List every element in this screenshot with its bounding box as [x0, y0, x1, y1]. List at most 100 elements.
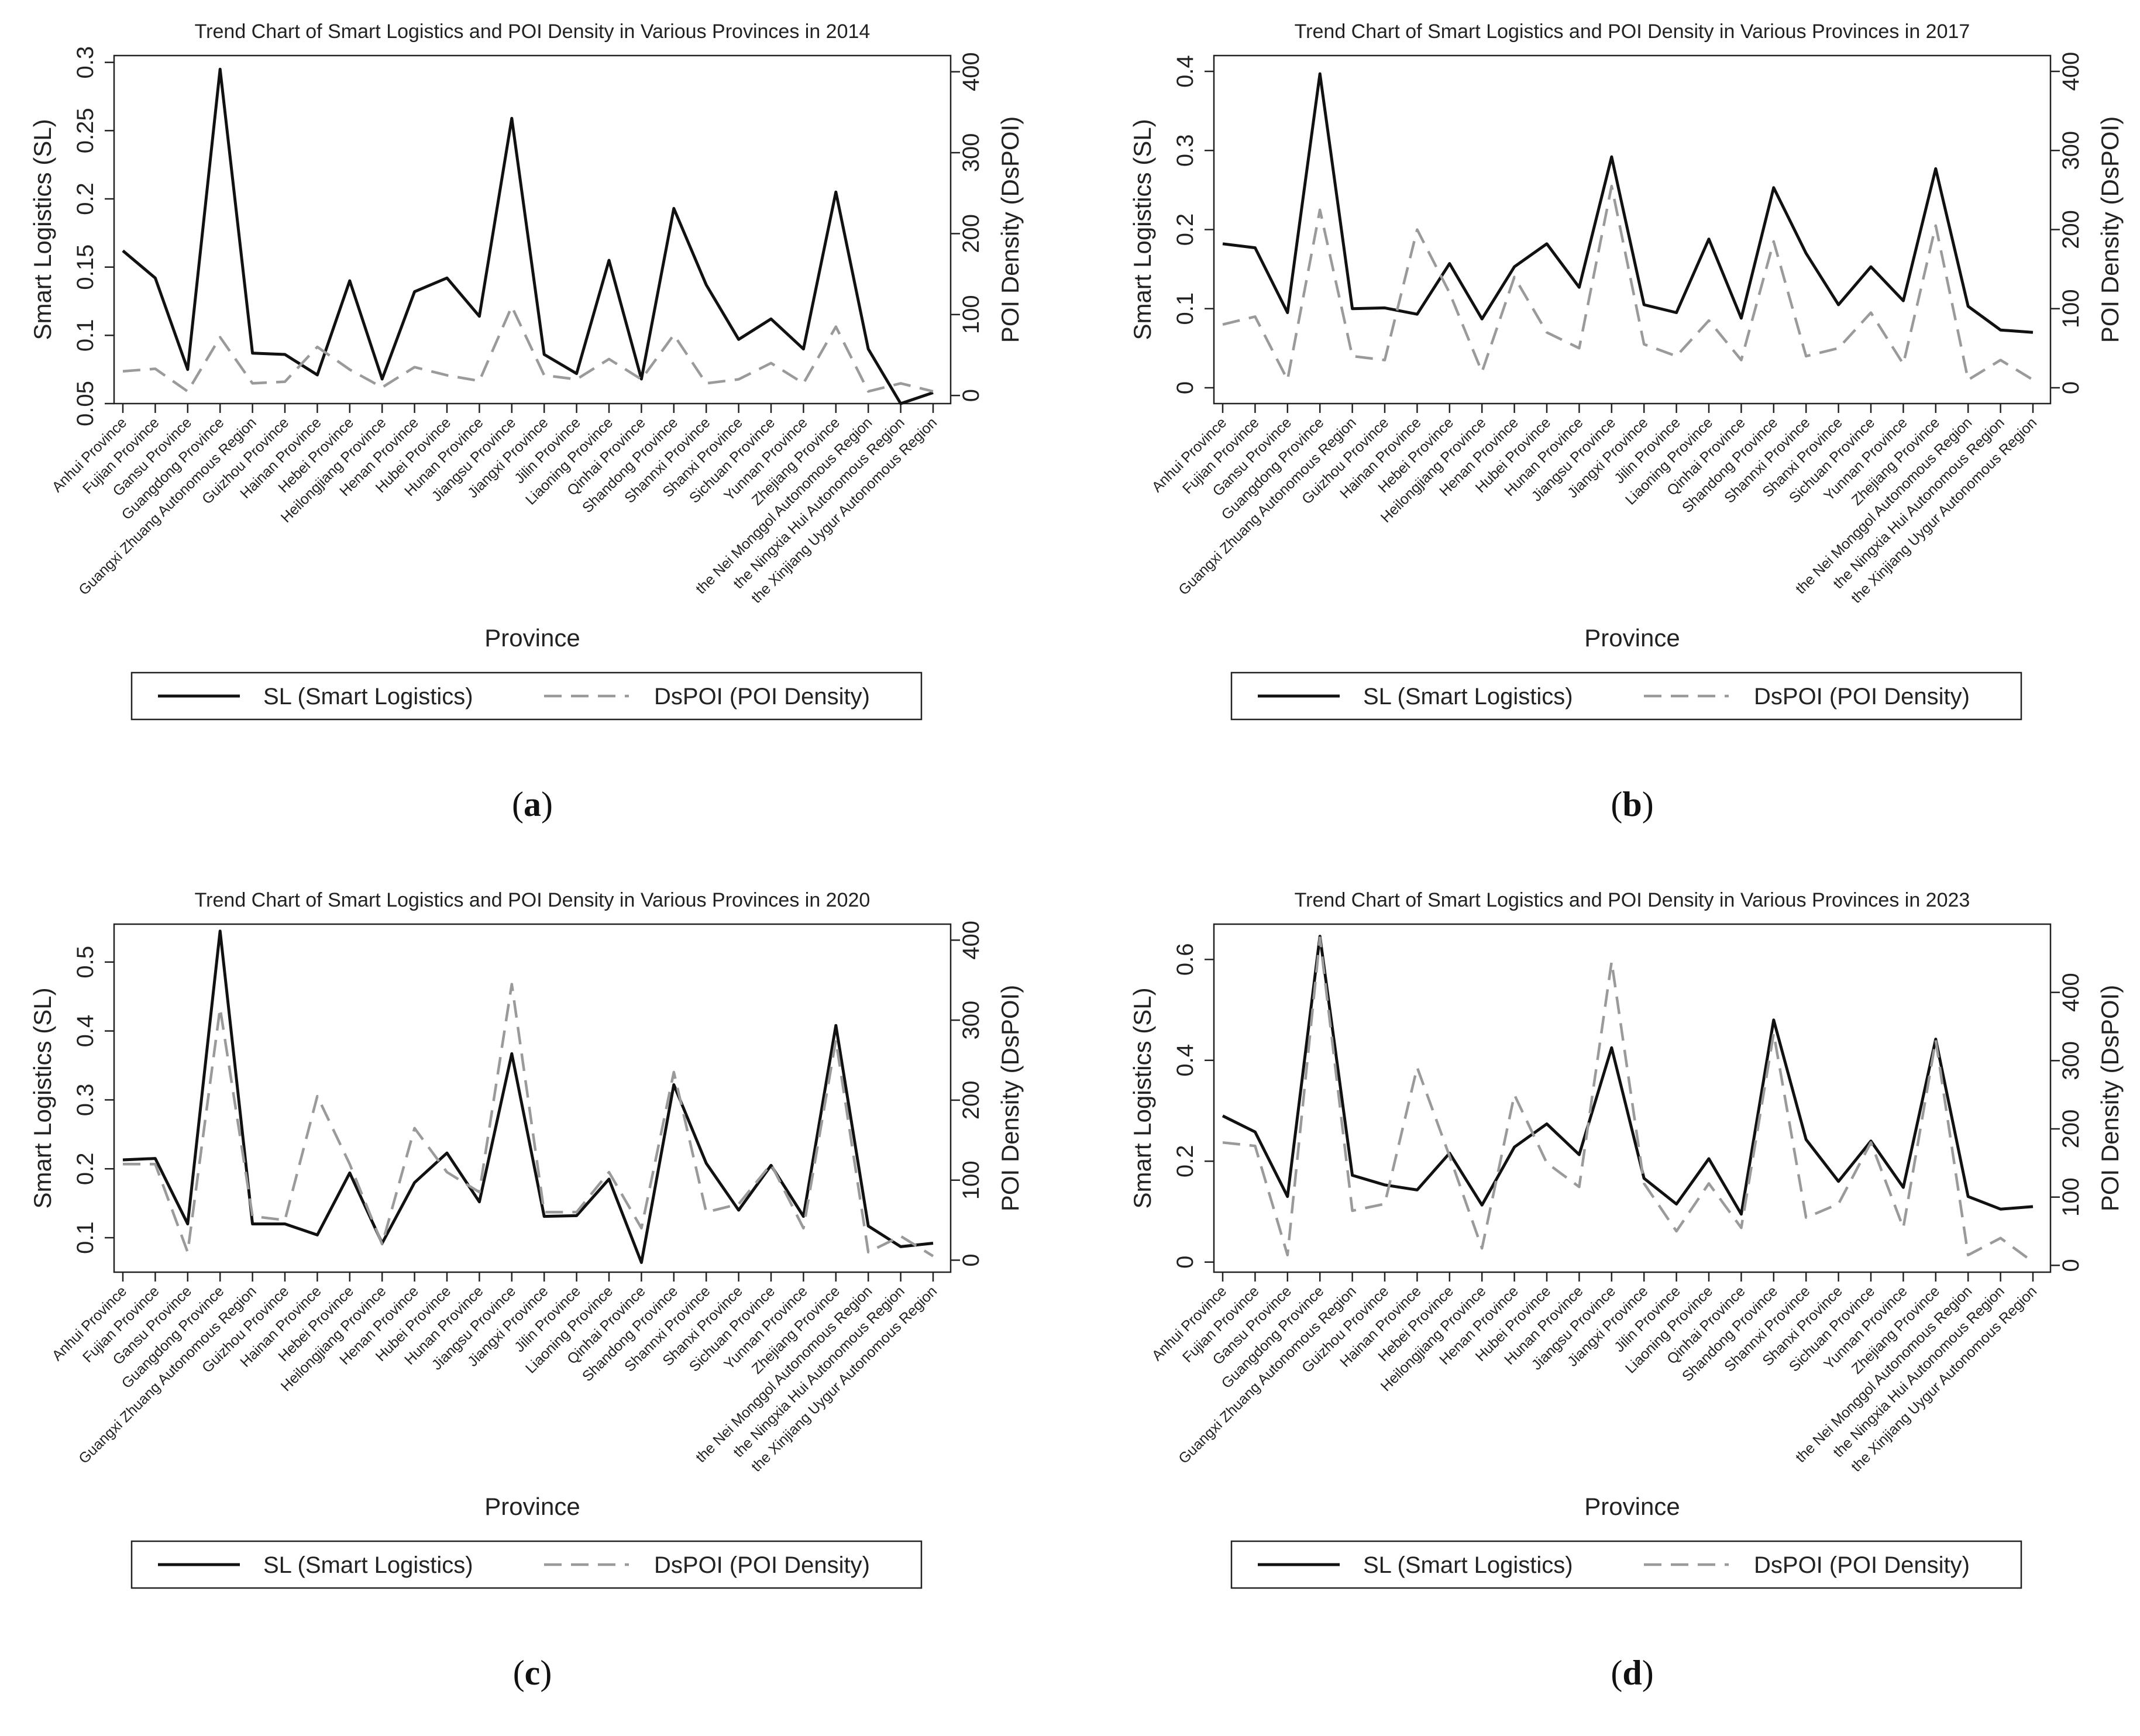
sl-point: [1319, 73, 1321, 75]
dspoi-point: [1384, 359, 1386, 361]
chart-panel-d: Trend Chart of Smart Logistics and POI D…: [1129, 889, 2124, 1692]
sl-point: [2032, 331, 2034, 333]
sl-point: [640, 1262, 642, 1264]
y-right-axis-label: POI Density (DsPOI): [996, 116, 1024, 343]
dspoi-point: [835, 326, 837, 328]
sl-point: [1254, 1131, 1256, 1133]
dspoi-point: [770, 1163, 772, 1165]
sl-point: [576, 373, 578, 375]
sl-point: [673, 1084, 675, 1086]
sl-point: [284, 353, 286, 356]
y-left-tick-label: 0.4: [1172, 1044, 1198, 1077]
legend-label-sl: SL (Smart Logistics): [1363, 1552, 1573, 1578]
sl-point: [478, 1201, 480, 1203]
sl-point: [543, 353, 545, 356]
dspoi-point: [1611, 185, 1613, 187]
sl-point: [1967, 1196, 1969, 1198]
y-right-tick-label: 400: [2058, 52, 2084, 91]
y-left-tick-label: 0.2: [73, 182, 98, 215]
sl-point: [187, 1223, 189, 1225]
y-right-tick-label: 0: [2058, 381, 2084, 394]
sl-point: [122, 250, 124, 252]
legend-label-dspoi: DsPOI (POI Density): [654, 1552, 870, 1578]
x-axis-label: Province: [484, 1493, 580, 1520]
sl-point: [1384, 1184, 1386, 1186]
sl-point: [867, 348, 869, 350]
sl-point: [608, 1178, 610, 1180]
sl-point: [446, 1152, 448, 1154]
dspoi-point: [1416, 1066, 1418, 1069]
dspoi-point: [1643, 1182, 1645, 1184]
y-left-tick-label: 0: [1172, 381, 1198, 394]
dspoi-point: [1838, 1203, 1840, 1205]
dspoi-point: [770, 362, 772, 364]
chart-panel-a: Trend Chart of Smart Logistics and POI D…: [29, 20, 1024, 824]
y-left-tick-label: 0.1: [73, 319, 98, 352]
legend-box: [130, 1540, 923, 1589]
dspoi-point: [511, 983, 513, 986]
sl-point: [2000, 1208, 2002, 1210]
dspoi-point: [122, 370, 124, 373]
dspoi-point: [1449, 1155, 1451, 1158]
dspoi-point: [608, 358, 610, 360]
x-axis-label: Province: [484, 624, 580, 652]
dspoi-point: [1708, 319, 1710, 322]
sl-point: [1578, 286, 1580, 288]
dspoi-point: [1286, 378, 1289, 381]
sl-point: [1513, 266, 1516, 268]
dspoi-point: [1513, 1094, 1516, 1096]
dspoi-point: [1449, 292, 1451, 294]
sl-point: [770, 318, 772, 320]
y-left-axis-label: Smart Logistics (SL): [29, 119, 56, 340]
sl-point: [511, 117, 513, 119]
y-left-tick-label: 0.2: [73, 1152, 98, 1185]
plot-frame: [113, 923, 952, 1273]
dspoi-point: [1513, 276, 1516, 278]
y-right-tick-label: 100: [2058, 289, 2084, 328]
dspoi-point: [1935, 1039, 1937, 1041]
sl-point: [835, 1024, 837, 1027]
legend-label-sl: SL (Smart Logistics): [263, 1552, 473, 1578]
plot-frame: [1213, 923, 2052, 1273]
dspoi-point: [2032, 378, 2034, 381]
sl-point: [511, 1053, 513, 1055]
dspoi-point: [867, 390, 869, 392]
x-axis-label: Province: [1584, 1493, 1680, 1520]
sl-point: [1481, 318, 1483, 320]
sl-point: [1351, 1174, 1354, 1176]
sl-point: [1838, 1180, 1840, 1183]
y-right-axis-label: POI Density (DsPOI): [2096, 985, 2124, 1211]
chart-title: Trend Chart of Smart Logistics and POI D…: [1295, 889, 1970, 911]
sl-point: [1902, 299, 1904, 302]
sl-point: [900, 1245, 902, 1248]
sl-point: [154, 277, 156, 279]
series-line-sl: [122, 67, 934, 405]
sl-point: [187, 368, 189, 371]
sl-point: [1481, 1204, 1483, 1206]
dspoi-point: [154, 368, 156, 370]
dspoi-point: [1902, 363, 1904, 365]
dspoi-point: [673, 333, 675, 336]
y-right-axis-label: POI Density (DsPOI): [996, 985, 1024, 1211]
dspoi-point: [1286, 1254, 1289, 1256]
sl-point: [738, 1209, 740, 1211]
dspoi-point: [932, 390, 934, 392]
chart-title: Trend Chart of Smart Logistics and POI D…: [1295, 20, 1970, 43]
y-left-tick-label: 0.4: [73, 1015, 98, 1048]
sl-point: [1286, 1196, 1289, 1198]
sl-point: [543, 1215, 545, 1218]
dspoi-point: [381, 1243, 383, 1245]
dspoi-point: [219, 336, 221, 339]
dspoi-point: [1870, 1141, 1872, 1143]
sl-point: [1773, 187, 1775, 189]
sl-point: [705, 284, 707, 286]
dspoi-point: [738, 378, 740, 380]
dspoi-point: [1902, 1227, 1904, 1229]
sl-point: [1675, 1203, 1678, 1205]
dspoi-point: [1222, 1141, 1224, 1143]
dspoi-point: [284, 381, 286, 383]
dspoi-point: [705, 1211, 707, 1213]
y-right-tick-label: 100: [958, 1160, 984, 1200]
sl-point: [1643, 304, 1645, 306]
